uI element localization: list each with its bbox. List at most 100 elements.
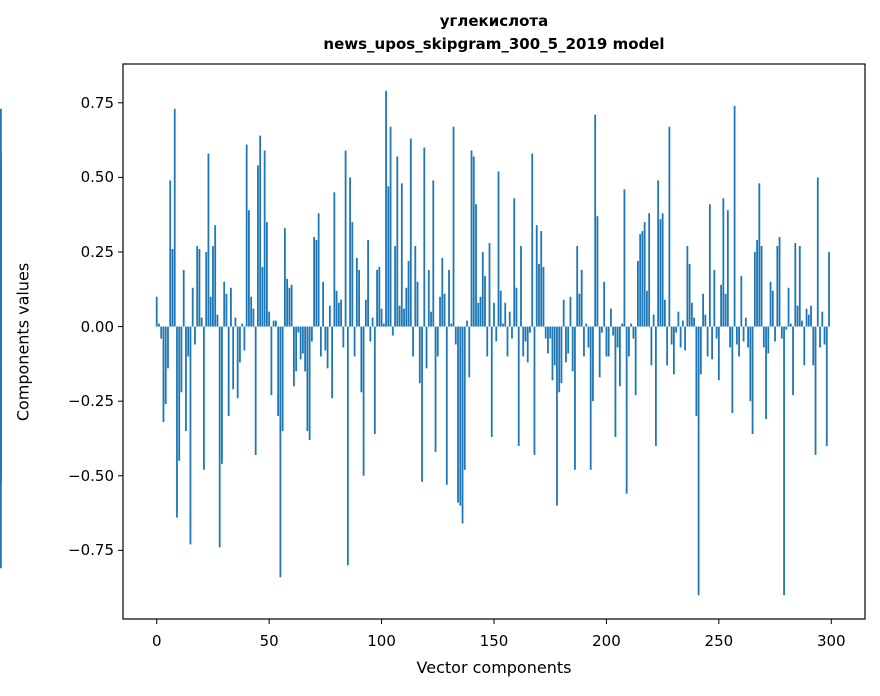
bar-185 [571,326,574,372]
bar-154 [502,323,504,327]
y-tick-label: −0.75 [68,541,114,560]
bar-undefined [0,326,2,476]
bar-281 [787,287,790,327]
bar-77 [328,305,331,327]
bar-79 [333,192,336,327]
bar-211 [630,323,633,327]
bar-251 [720,284,722,327]
bar-218 [645,290,648,327]
bar-153 [499,290,502,327]
bar-229 [670,326,673,345]
x-tick-label: 0 [151,632,162,650]
bar-184 [569,296,572,327]
bar-189 [580,269,583,327]
bar-76 [326,326,329,369]
bar-146 [484,275,486,327]
bar-259 [738,326,740,357]
bar-168 [533,326,536,455]
y-axis-label: Components values [13,262,33,422]
bar-10 [178,326,181,461]
bar-97 [373,326,376,434]
bar-197 [598,326,601,378]
bar-206 [619,326,621,387]
bar-193 [589,326,592,470]
bar-242 [699,326,702,375]
bar-21 [203,326,205,470]
bar-29 [221,326,223,464]
bar-214 [637,260,639,327]
bar-297 [823,326,826,345]
bar-208 [623,189,626,327]
bar-296 [821,311,824,327]
bar-37 [239,326,241,363]
bar-169 [535,225,538,327]
bar-173 [544,326,547,339]
bar-106 [394,246,396,327]
bar-31 [225,293,228,327]
bar-220 [650,326,653,366]
bar-112 [407,260,410,327]
bar-235 [684,326,687,351]
bar-122 [430,311,432,327]
bar-94 [367,240,369,327]
bar-136 [461,326,464,524]
bar-254 [726,210,729,327]
bar-119 [423,147,426,327]
bar-164 [524,326,527,342]
bar-5 [167,326,169,369]
bar-54 [277,326,280,417]
bar-24 [209,296,212,327]
bar-224 [659,219,662,327]
x-tick-label: 250 [704,632,734,650]
bar-47 [261,266,264,327]
bar-11 [180,326,183,393]
bar-86 [349,177,351,327]
bar-6 [169,180,172,327]
bar-8 [173,108,176,327]
bar-249 [715,326,718,339]
bar-113 [409,138,412,327]
bar-178 [556,326,558,506]
axes-frame [122,63,866,620]
bar-241 [697,326,700,596]
bar-237 [688,263,691,327]
bar-116 [416,281,419,327]
bar-170 [538,263,540,327]
y-tick-label: 0.00 [80,317,114,336]
bar-222 [654,326,657,446]
bar-12 [182,269,185,327]
bar-240 [695,326,698,417]
bar-118 [421,326,423,482]
bar-45 [257,165,259,327]
bar-269 [760,246,763,327]
bar-9 [176,326,178,518]
bar-120 [425,326,428,369]
bar-264 [749,326,752,402]
y-tick-label: 0.25 [80,242,114,261]
bar-159 [513,198,516,327]
bar-17 [194,326,196,345]
bar-81 [337,302,340,327]
bar-246 [708,204,711,327]
bar-33 [230,287,232,327]
bar-130 [448,269,450,327]
bar-221 [652,314,655,327]
bar-3 [162,326,165,423]
bar-16 [191,287,194,327]
bar-231 [675,326,678,333]
bar-undefined [0,153,2,327]
bar-163 [522,326,525,357]
bar-177 [553,326,556,366]
bar-258 [735,326,738,345]
bar-282 [789,323,792,327]
bar-219 [648,213,651,327]
bar-89 [355,257,358,327]
bar-165 [526,326,529,363]
bar-284 [794,243,797,327]
bar-46 [259,135,262,327]
bar-190 [583,326,585,357]
bar-87 [351,222,354,327]
bar-207 [621,323,624,327]
bar-275 [774,326,776,342]
